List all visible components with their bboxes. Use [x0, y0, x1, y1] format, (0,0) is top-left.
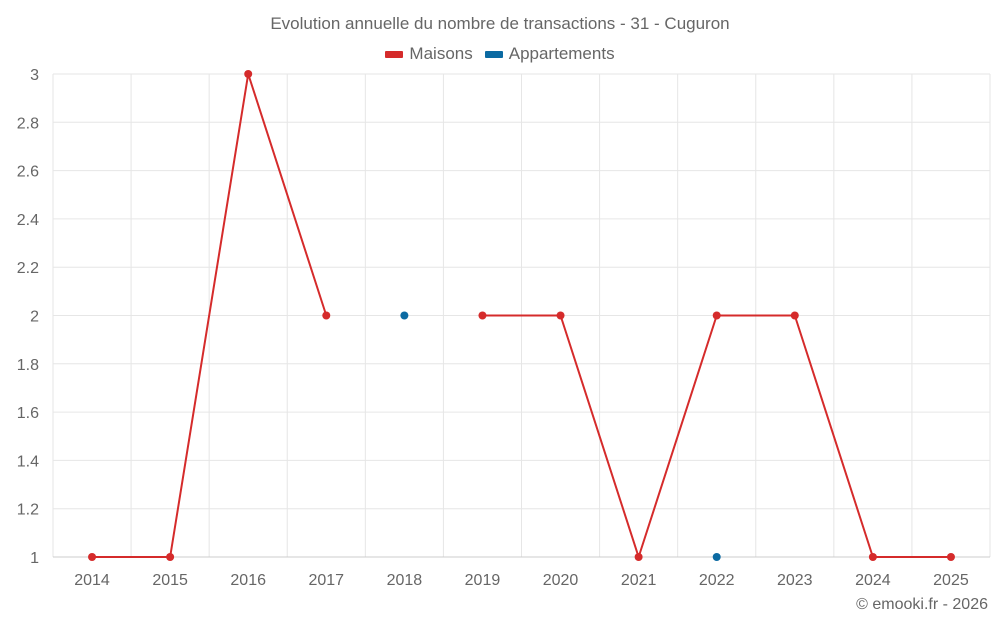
y-tick-label: 1.2 — [17, 502, 39, 519]
legend: Maisons Appartements — [0, 44, 1000, 64]
series-line-maisons — [169, 73, 250, 558]
y-tick-label: 1 — [30, 550, 39, 567]
x-tick-label: 2019 — [465, 572, 501, 589]
credit-text[interactable]: © emooki.fr - 2026 — [856, 596, 988, 613]
x-tick-label: 2022 — [699, 572, 735, 589]
data-point-maisons — [556, 311, 565, 320]
y-tick-label: 2.4 — [17, 212, 39, 229]
x-tick-label: 2024 — [855, 572, 891, 589]
y-tick-label: 1.4 — [17, 453, 39, 470]
x-tick-label: 2017 — [308, 572, 344, 589]
data-point-maisons — [634, 553, 643, 561]
series-line-maisons — [637, 314, 718, 558]
legend-swatch-maisons — [385, 50, 404, 58]
y-tick-label: 1.6 — [17, 405, 39, 422]
data-point-maisons — [946, 553, 955, 561]
x-tick-label: 2023 — [777, 572, 813, 589]
data-point-maisons — [166, 553, 175, 561]
data-point-maisons — [868, 553, 877, 561]
data-point-maisons — [88, 553, 97, 561]
y-tick-label: 3 — [30, 67, 39, 84]
data-point-maisons — [322, 311, 331, 320]
legend-item-maisons[interactable]: Maisons — [385, 44, 473, 64]
data-point-maisons — [244, 70, 253, 78]
legend-swatch-appartements — [484, 50, 503, 58]
series-line-maisons — [793, 314, 874, 558]
y-tick-label: 2.2 — [17, 260, 39, 277]
data-point-maisons — [712, 311, 721, 320]
x-tick-label: 2015 — [152, 572, 188, 589]
legend-label-appartements: Appartements — [508, 44, 615, 63]
x-tick-label: 2025 — [933, 572, 969, 589]
data-point-appartements — [400, 311, 409, 320]
x-tick-label: 2014 — [74, 572, 110, 589]
x-tick-label: 2016 — [230, 572, 266, 589]
y-tick-label: 2.6 — [17, 164, 39, 181]
series-line-maisons — [247, 73, 328, 317]
legend-item-appartements[interactable]: Appartements — [484, 44, 615, 64]
y-tick-label: 1.8 — [17, 357, 39, 374]
x-tick-label: 2018 — [387, 572, 423, 589]
data-point-appartements — [712, 553, 721, 561]
series-line-maisons — [559, 314, 640, 558]
y-tick-label: 2.8 — [17, 115, 39, 132]
x-tick-label: 2021 — [621, 572, 657, 589]
data-point-maisons — [478, 311, 487, 320]
data-point-maisons — [790, 311, 799, 320]
legend-label-maisons: Maisons — [409, 44, 473, 63]
x-tick-label: 2020 — [543, 572, 579, 589]
chart-title: Evolution annuelle du nombre de transact… — [270, 14, 730, 33]
y-tick-label: 2 — [30, 309, 39, 326]
